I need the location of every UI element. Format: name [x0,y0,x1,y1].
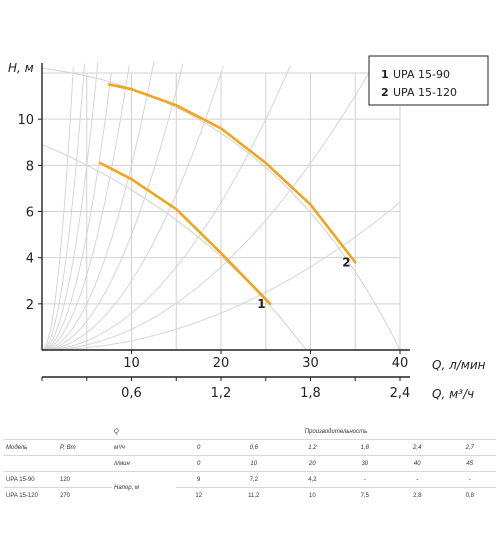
table-cell: 20 [286,455,339,472]
table-row-lmin: л/мин 0 10 20 30 40 45 [4,455,496,472]
series-label-2: 2 [342,255,350,269]
y-tick-label: 8 [26,159,34,174]
system-curve [42,65,224,351]
x2-tick-label: 0,6 [121,386,142,401]
table-cell: 45 [443,455,496,472]
table-cell: 2,4 [391,439,444,456]
q-label: Q [114,428,119,435]
table-cell: - [443,471,496,488]
performance-label: Производительность [304,428,368,435]
spec-table: Q Производительность Модель P, Вт м³/ч 0… [4,424,496,503]
legend-box [368,55,489,106]
system-curve [41,63,85,351]
table-cell: 2,7 [443,439,496,456]
table-header-row: Q Производительность [4,424,496,440]
power-value: 270 [58,487,112,503]
legend-number-1: 1 [381,68,389,81]
head-label: Напор, м [112,471,176,503]
table-cell: 10 [221,455,287,472]
table-cell: 11,2 [221,487,287,503]
power-col-header: P, Вт [58,439,112,456]
model-col-header: Модель [4,439,58,456]
unit-lmin: л/мин [112,455,176,472]
pump-curves: 12 [98,83,357,311]
table-cell: 0,8 [443,487,496,503]
table-cell: 7,5 [338,487,392,503]
system-curve [42,61,376,351]
table-cell: 0,6 [221,439,287,456]
x-tick-label: 20 [213,356,230,371]
system-curve [41,67,74,351]
table-cell: - [391,471,444,488]
table-cell: 0 [176,439,222,456]
x2-tick-label: 1,8 [300,386,321,401]
table-row: UPA 15-90 120 Напор, м 9 7,2 4,2 - - - [4,471,496,503]
y-tick-label: 10 [17,113,34,128]
table-cell: 12 [176,487,222,503]
table-cell: 1,2 [286,439,339,456]
x-axis-label: Q, л/мин [432,358,486,372]
table-cell: 30 [338,455,392,472]
system-curve [41,61,99,351]
legend: 1 UPA 15-90 2 UPA 15-120 [368,55,489,106]
legend-number-2: 2 [381,86,389,99]
chart-grid [41,61,401,351]
x-tick-label: 30 [302,356,319,371]
y-tick-label: 2 [26,298,34,313]
y-tick-label: 4 [26,252,34,267]
x2-tick-label: 2,4 [390,386,411,401]
table-cell: 4,2 [286,471,339,488]
series-label-1: 1 [257,297,265,311]
x-tick-label: 40 [392,356,409,371]
table-cell: - [338,471,392,488]
x2-tick-label: 1,2 [211,386,232,401]
table-row-m3h: Модель P, Вт м³/ч 0 0,6 1,2 1,8 2,4 2,7 [4,439,496,456]
table-cell: 9 [176,471,222,488]
power-value: 120 [58,471,112,488]
table-cell: 7,2 [221,471,287,488]
y-axis-label: H, м [8,61,34,75]
system-curve [41,64,130,351]
system-curve [41,72,112,351]
series-line-2 [107,83,357,264]
legend-label-1: UPA 15-90 [393,68,450,81]
series-line-1 [98,161,272,306]
model-name: UPA 15-120 [4,487,58,503]
system-curve [42,65,291,351]
x-tick-label: 10 [123,356,140,371]
system-curve [42,201,401,351]
y-tick-label: 6 [26,206,34,221]
chart-axes: 2 4 6 8 10 10 20 30 40 0,6 1,2 1,8 2,4 [17,63,410,401]
unit-m3h: м³/ч [112,439,176,456]
model-name: UPA 15-90 [4,471,58,488]
table-cell: 0 [176,455,222,472]
grid-arc [41,144,307,351]
legend-label-2: UPA 15-120 [393,86,457,99]
table-row: UPA 15-120 270 12 11,2 10 7,5 2,8 0,8 [4,487,496,503]
system-curve [41,61,155,351]
table-cell: 1,8 [338,439,392,456]
table-cell: 40 [391,455,444,472]
x2-axis-label: Q, м³/ч [432,387,474,401]
grid-arc [41,67,401,351]
table-cell: 10 [286,487,339,503]
table-cell: 2,8 [391,487,444,503]
system-curve [41,63,184,351]
